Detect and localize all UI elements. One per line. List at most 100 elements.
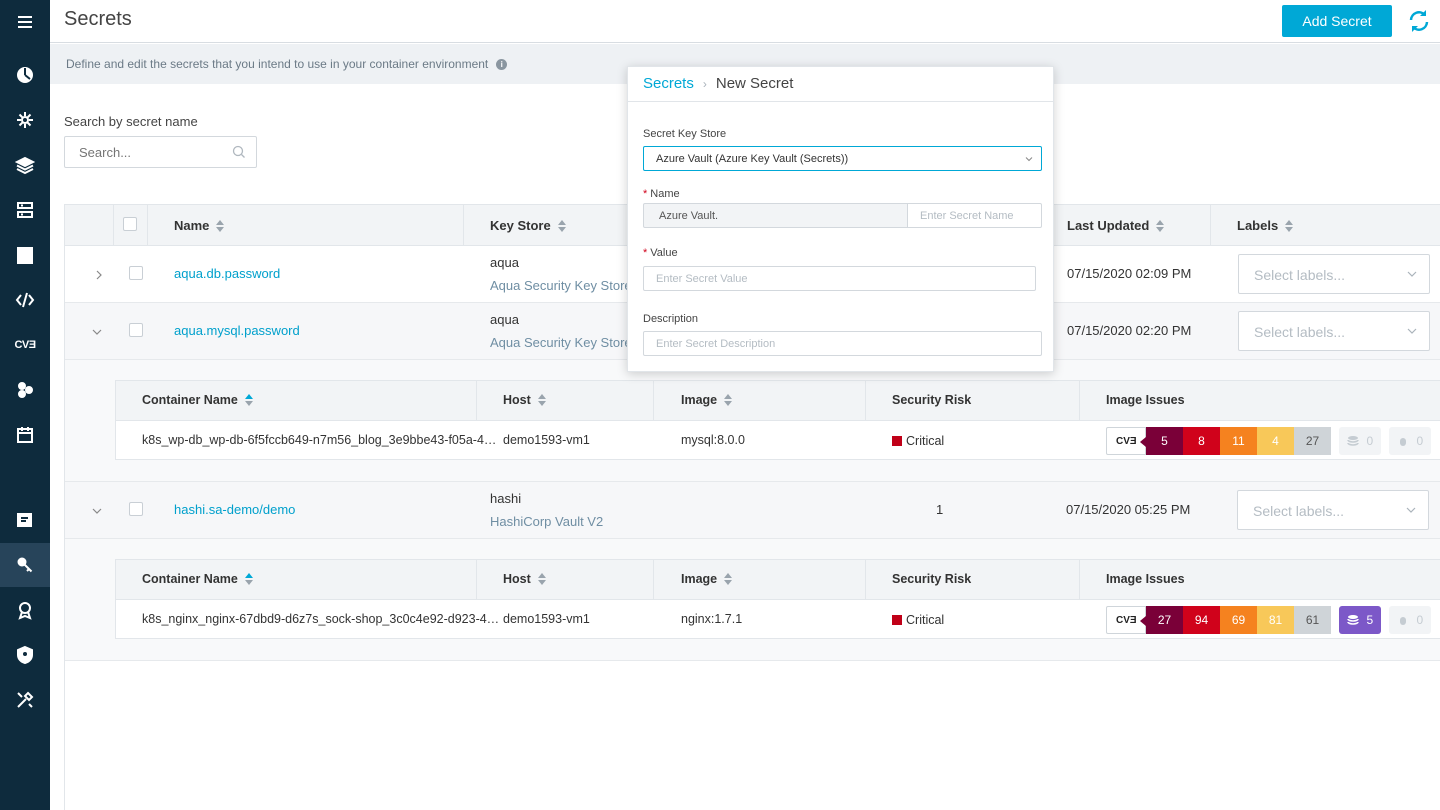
subcolumn-container-name[interactable]: Container Name bbox=[142, 393, 254, 407]
sidebar-item-vulnerabilities[interactable]: CVƎ bbox=[0, 323, 50, 367]
negligible-count: 61 bbox=[1294, 606, 1331, 634]
search-box bbox=[64, 136, 257, 168]
subcolumn-label: Host bbox=[503, 393, 531, 407]
table-row[interactable]: hashi.sa-demo/demo hashi HashiCorp Vault… bbox=[65, 482, 1440, 539]
subcolumn-label: Image Issues bbox=[1106, 572, 1185, 586]
subcolumn-host[interactable]: Host bbox=[503, 393, 547, 407]
sidebar-item-infrastructure[interactable] bbox=[0, 233, 50, 277]
sidebar-item-risk-explorer[interactable] bbox=[0, 98, 50, 142]
sidebar-item-calendar[interactable] bbox=[0, 413, 50, 457]
sidebar-item-secrets[interactable] bbox=[0, 543, 50, 587]
labels-select[interactable]: Select labels... bbox=[1238, 254, 1430, 294]
row-checkbox[interactable] bbox=[129, 266, 143, 280]
labels-select[interactable]: Select labels... bbox=[1238, 311, 1430, 351]
workloads-icon bbox=[17, 202, 33, 218]
search-icon[interactable] bbox=[232, 145, 246, 159]
subcolumn-label: Image bbox=[681, 572, 718, 586]
column-name-label: Name bbox=[174, 218, 210, 233]
chevron-down-icon bbox=[1407, 328, 1417, 334]
secret-name-link[interactable]: hashi.sa-demo/demo bbox=[174, 502, 296, 517]
audit-icon bbox=[17, 513, 32, 527]
sidebar-item-images[interactable] bbox=[0, 143, 50, 187]
critical-count: 5 bbox=[1146, 427, 1183, 455]
table-row[interactable]: aqua.db.password aqua Aqua Security Key … bbox=[65, 246, 1440, 303]
malware-badge[interactable]: 5 bbox=[1339, 606, 1381, 634]
subcolumn-image-issues: Image Issues bbox=[1106, 572, 1185, 586]
malware-badge: 0 bbox=[1339, 427, 1381, 455]
container-count: 1 bbox=[936, 502, 944, 517]
column-header-last-updated[interactable]: Last Updated bbox=[1067, 218, 1165, 233]
secrets-icon bbox=[17, 557, 33, 573]
sidebar-item-dashboard[interactable] bbox=[0, 53, 50, 97]
sensitive-count: 0 bbox=[1416, 434, 1424, 448]
sidebar-item-audit[interactable] bbox=[0, 498, 50, 542]
subcolumn-host[interactable]: Host bbox=[503, 572, 547, 586]
container-name-link[interactable]: k8s_wp-db_wp-db-6f5fccb649-n7m56_blog_3e… bbox=[142, 433, 497, 447]
chevron-right-icon[interactable] bbox=[94, 270, 104, 280]
column-header-key-store[interactable]: Key Store bbox=[490, 218, 567, 233]
description-text: Define and edit the secrets that you int… bbox=[66, 57, 489, 71]
secret-name-link[interactable]: aqua.db.password bbox=[174, 266, 281, 281]
name-label: * Name bbox=[643, 188, 680, 200]
container-image[interactable]: mysql:8.0.0 bbox=[681, 433, 745, 447]
chevron-down-icon[interactable] bbox=[92, 506, 102, 516]
container-image[interactable]: nginx:1.7.1 bbox=[681, 612, 743, 626]
labels-select[interactable]: Select labels... bbox=[1237, 490, 1429, 530]
sidebar-item-policies[interactable] bbox=[0, 633, 50, 677]
infrastructure-icon bbox=[17, 247, 33, 264]
refresh-icon[interactable] bbox=[1406, 8, 1432, 34]
menu-button[interactable] bbox=[0, 0, 50, 44]
column-divider bbox=[653, 381, 654, 420]
key-store-type: Aqua Security Key Store bbox=[490, 335, 632, 350]
key-store-type: HashiCorp Vault V2 bbox=[490, 514, 604, 529]
key-store-select[interactable]: Azure Vault (Azure Key Vault (Secrets)) bbox=[643, 146, 1042, 171]
key-store-name: aqua bbox=[490, 312, 519, 327]
info-icon[interactable]: i bbox=[496, 59, 508, 71]
chevron-right-icon: › bbox=[702, 76, 707, 91]
subcolumn-container-name[interactable]: Container Name bbox=[142, 572, 254, 586]
subcolumn-image[interactable]: Image bbox=[681, 393, 733, 407]
bug-icon bbox=[1399, 617, 1406, 625]
containers-subtable: Container Name Host Image Security Risk … bbox=[115, 380, 1440, 460]
chevron-down-icon[interactable] bbox=[92, 327, 102, 337]
select-all-checkbox[interactable] bbox=[123, 217, 137, 231]
sort-icon bbox=[1285, 219, 1294, 232]
secret-name-link[interactable]: aqua.mysql.password bbox=[174, 323, 300, 338]
malware-icon bbox=[1347, 436, 1359, 446]
low-count: 4 bbox=[1257, 427, 1294, 455]
high-count: 94 bbox=[1183, 606, 1220, 634]
sidebar-item-compliance[interactable] bbox=[0, 588, 50, 632]
subcolumn-image[interactable]: Image bbox=[681, 572, 733, 586]
image-issues[interactable]: CVƎ 27 94 69 81 61 5 0 bbox=[1106, 606, 1431, 634]
container-name-link[interactable]: k8s_nginx_nginx-67dbd9-d6z7s_sock-shop_3… bbox=[142, 612, 500, 626]
subcolumn-security-risk: Security Risk bbox=[892, 572, 971, 586]
column-header-name[interactable]: Name bbox=[174, 218, 225, 233]
add-secret-button[interactable]: Add Secret bbox=[1282, 5, 1392, 37]
row-checkbox[interactable] bbox=[129, 323, 143, 337]
row-checkbox[interactable] bbox=[129, 502, 143, 516]
sidebar-item-workloads[interactable] bbox=[0, 188, 50, 232]
subcolumn-image-issues: Image Issues bbox=[1106, 393, 1185, 407]
security-risk-label: Critical bbox=[906, 434, 945, 448]
secret-description-input[interactable]: Enter Secret Description bbox=[643, 331, 1042, 356]
subtable-header: Container Name Host Image Security Risk … bbox=[116, 560, 1440, 600]
sidebar-item-settings[interactable] bbox=[0, 678, 50, 722]
column-header-labels[interactable]: Labels bbox=[1237, 218, 1294, 233]
security-risk: Critical bbox=[892, 613, 944, 627]
secret-name-input[interactable]: Enter Secret Name bbox=[907, 203, 1042, 228]
secret-value-input[interactable]: Enter Secret Value bbox=[643, 266, 1036, 291]
breadcrumb-secrets-link[interactable]: Secrets bbox=[643, 75, 694, 92]
search-input[interactable] bbox=[65, 137, 215, 167]
image-issues[interactable]: CVƎ 5 8 11 4 27 0 0 bbox=[1106, 427, 1431, 455]
sidebar-item-services[interactable] bbox=[0, 368, 50, 412]
images-icon bbox=[15, 156, 35, 175]
column-divider bbox=[865, 381, 866, 420]
value-label-text: Value bbox=[650, 247, 678, 259]
sidebar-item-functions[interactable] bbox=[0, 278, 50, 322]
sort-icon bbox=[557, 219, 567, 232]
subcolumn-label: Security Risk bbox=[892, 393, 972, 407]
sidebar: CVƎ bbox=[0, 0, 50, 810]
malware-count: 5 bbox=[1366, 613, 1374, 627]
sort-ascending-icon bbox=[244, 573, 254, 585]
subcolumn-label: Container Name bbox=[142, 393, 238, 407]
